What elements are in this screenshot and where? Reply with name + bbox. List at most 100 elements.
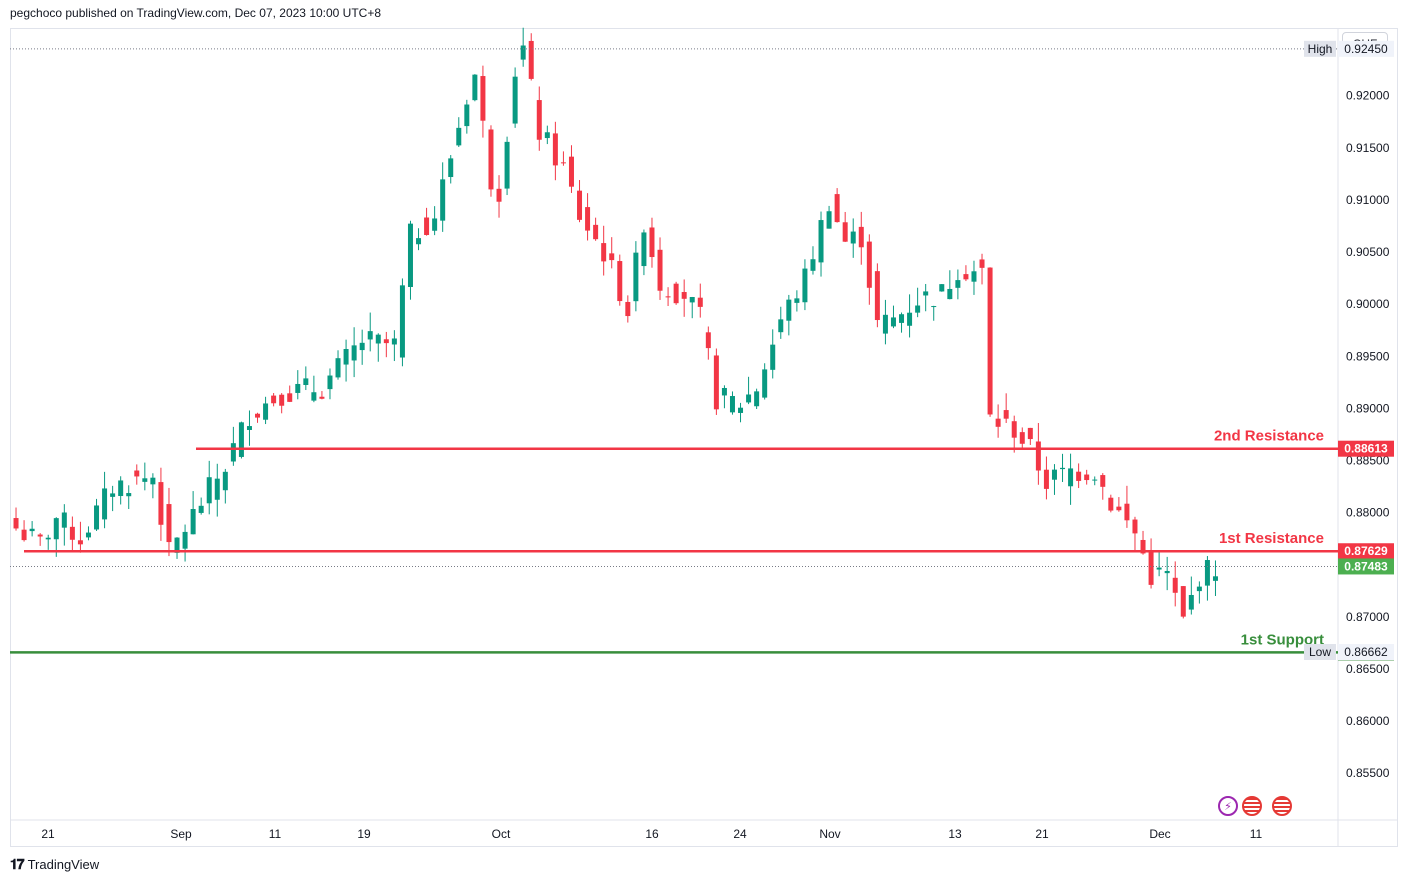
candle-body[interactable] xyxy=(649,227,655,258)
candle-body[interactable] xyxy=(1188,594,1194,610)
candle-body[interactable] xyxy=(496,188,502,202)
candle-body[interactable] xyxy=(29,528,35,532)
candle-body[interactable] xyxy=(697,297,703,307)
candle-body[interactable] xyxy=(673,283,679,304)
candle-body[interactable] xyxy=(641,232,647,267)
candle-body[interactable] xyxy=(1156,567,1162,570)
candle-body[interactable] xyxy=(61,512,67,528)
candle-body[interactable] xyxy=(126,493,132,497)
candle-body[interactable] xyxy=(1060,467,1066,470)
candle-body[interactable] xyxy=(874,271,880,321)
candle-body[interactable] xyxy=(552,133,558,166)
candle-body[interactable] xyxy=(150,477,156,485)
candle-body[interactable] xyxy=(995,418,1001,427)
candle-body[interactable] xyxy=(399,285,405,358)
candle-body[interactable] xyxy=(230,443,236,462)
candle-body[interactable] xyxy=(440,179,446,221)
candle-body[interactable] xyxy=(182,531,188,549)
candle-body[interactable] xyxy=(890,317,896,327)
candle-body[interactable] xyxy=(45,537,51,540)
candle-body[interactable] xyxy=(1108,497,1114,511)
candle-body[interactable] xyxy=(754,391,760,407)
candle-body[interactable] xyxy=(1116,506,1122,511)
candle-body[interactable] xyxy=(512,76,518,124)
candle-body[interactable] xyxy=(142,478,148,482)
candle-body[interactable] xyxy=(858,226,864,248)
candle-body[interactable] xyxy=(593,224,599,240)
candle-body[interactable] xyxy=(657,249,663,291)
candle-body[interactable] xyxy=(665,296,671,298)
candle-body[interactable] xyxy=(971,271,977,282)
candle-body[interactable] xyxy=(1043,469,1049,489)
candle-body[interactable] xyxy=(794,298,800,303)
candle-body[interactable] xyxy=(729,396,735,413)
candle-body[interactable] xyxy=(826,211,832,229)
candle-body[interactable] xyxy=(424,217,430,235)
candle-body[interactable] xyxy=(13,518,19,529)
candle-body[interactable] xyxy=(448,158,454,178)
candle-body[interactable] xyxy=(303,378,309,386)
candle-body[interactable] xyxy=(391,338,397,345)
us-flag-icon[interactable] xyxy=(1242,796,1262,816)
candle-body[interactable] xyxy=(1035,441,1041,471)
candle-body[interactable] xyxy=(721,387,727,396)
candle-body[interactable] xyxy=(1092,479,1098,481)
candle-body[interactable] xyxy=(480,76,486,121)
candle-body[interactable] xyxy=(979,259,985,268)
candle-body[interactable] xyxy=(931,306,937,308)
candle-body[interactable] xyxy=(367,331,373,340)
candle-body[interactable] xyxy=(166,504,172,543)
candle-body[interactable] xyxy=(246,426,252,430)
candle-body[interactable] xyxy=(416,238,422,245)
candle-body[interactable] xyxy=(939,284,945,292)
candle-body[interactable] xyxy=(713,355,719,410)
candle-body[interactable] xyxy=(738,407,744,413)
candle-body[interactable] xyxy=(585,207,591,231)
candle-body[interactable] xyxy=(536,100,542,140)
candle-body[interactable] xyxy=(77,540,83,545)
candle-body[interactable] xyxy=(174,537,180,553)
candle-body[interactable] xyxy=(681,292,687,299)
candle-body[interactable] xyxy=(568,156,574,187)
candle-body[interactable] xyxy=(375,334,381,344)
candle-body[interactable] xyxy=(1148,550,1154,585)
candle-body[interactable] xyxy=(834,194,840,223)
candle-body[interactable] xyxy=(1196,586,1202,592)
candle-body[interactable] xyxy=(279,394,285,406)
candle-body[interactable] xyxy=(190,509,196,535)
candle-body[interactable] xyxy=(37,534,43,537)
candle-body[interactable] xyxy=(786,299,792,321)
candle-body[interactable] xyxy=(110,493,116,497)
candle-body[interactable] xyxy=(206,477,212,504)
candle-body[interactable] xyxy=(560,162,566,164)
candle-body[interactable] xyxy=(69,526,75,540)
candle-body[interactable] xyxy=(963,274,969,280)
candle-body[interactable] xyxy=(923,291,929,296)
candle-body[interactable] xyxy=(295,383,301,393)
candle-body[interactable] xyxy=(955,280,961,288)
candle-body[interactable] xyxy=(21,529,27,541)
candle-body[interactable] xyxy=(134,470,140,477)
candle-body[interactable] xyxy=(214,478,220,500)
candle-body[interactable] xyxy=(94,505,100,530)
candle-body[interactable] xyxy=(915,305,921,313)
candle-body[interactable] xyxy=(617,261,623,302)
candle-body[interactable] xyxy=(577,190,583,220)
candle-body[interactable] xyxy=(770,344,776,370)
candle-body[interactable] xyxy=(287,393,293,402)
candle-body[interactable] xyxy=(432,218,438,231)
candle-body[interactable] xyxy=(118,480,124,497)
candle-body[interactable] xyxy=(1124,503,1130,521)
candle-body[interactable] xyxy=(866,241,872,288)
candle-body[interactable] xyxy=(882,314,888,334)
candle-body[interactable] xyxy=(899,314,905,323)
candle-body[interactable] xyxy=(810,259,816,271)
candle-body[interactable] xyxy=(158,482,164,525)
candle-body[interactable] xyxy=(1011,421,1017,438)
lightning-icon[interactable]: ⚡ xyxy=(1218,796,1238,816)
candle-body[interactable] xyxy=(746,394,752,403)
candle-body[interactable] xyxy=(850,231,856,244)
candle-body[interactable] xyxy=(633,252,639,302)
candle-body[interactable] xyxy=(464,104,470,127)
